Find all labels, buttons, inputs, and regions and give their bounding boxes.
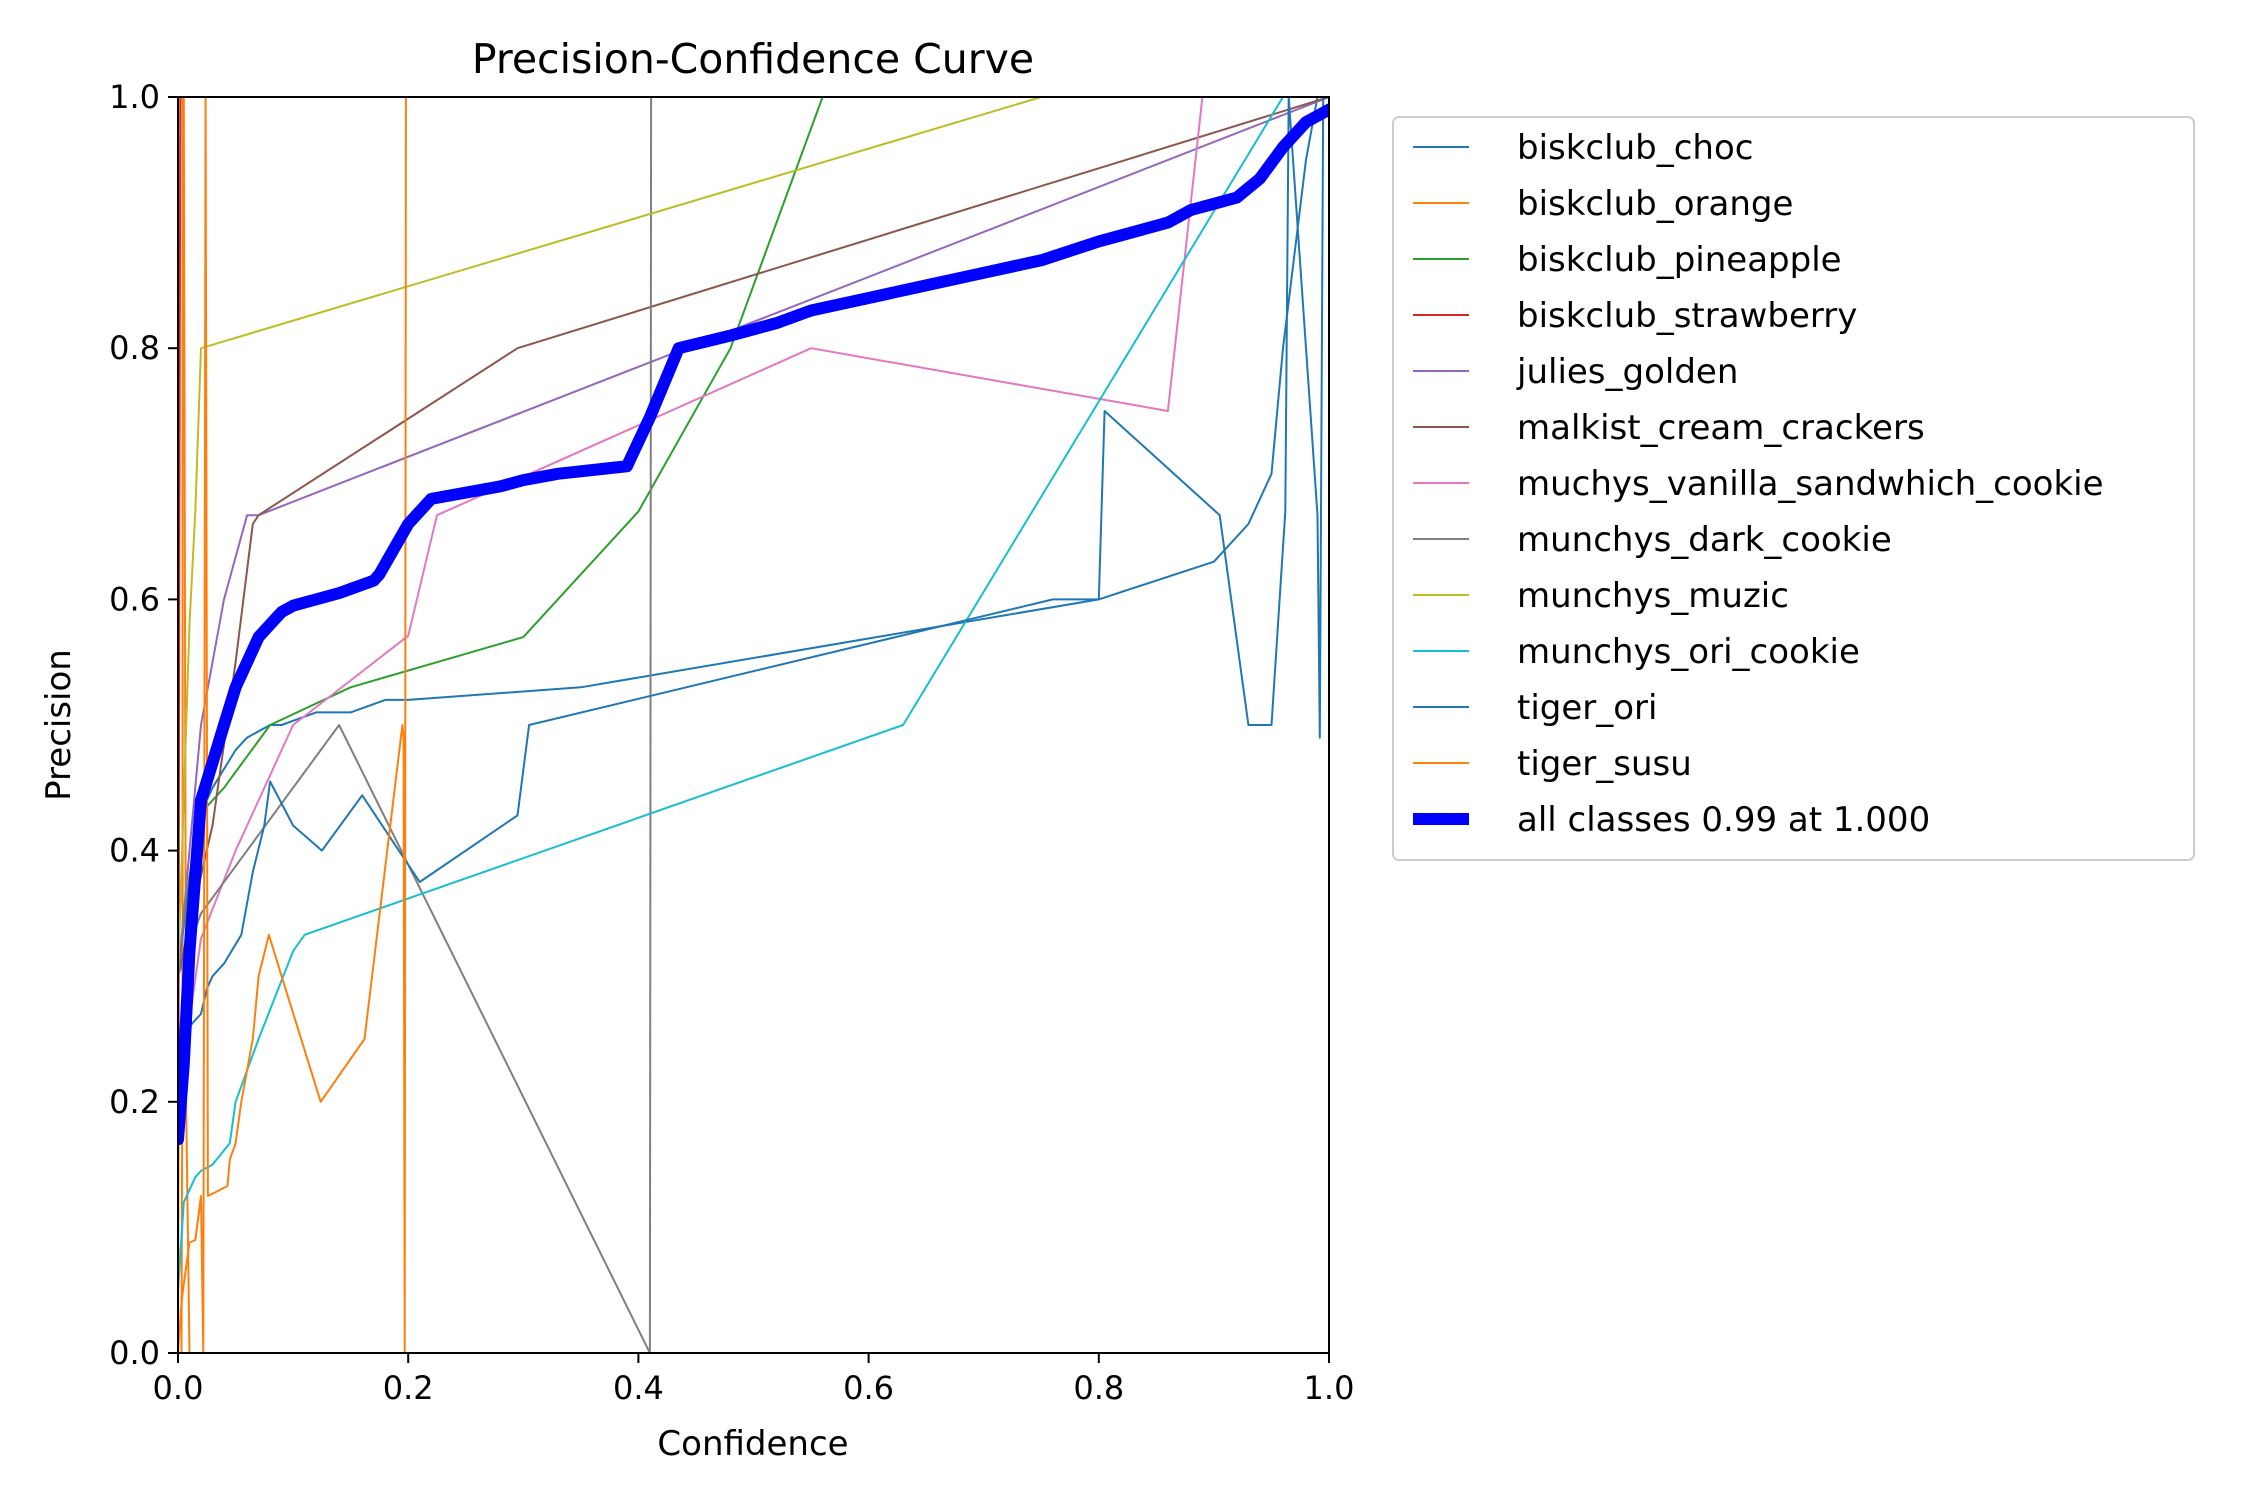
series-line-muchys-vanilla-sandwhich-cookie bbox=[178, 97, 1215, 1103]
legend-label: tiger_ori bbox=[1517, 688, 1657, 728]
legend-label: munchys_dark_cookie bbox=[1517, 520, 1892, 560]
legend-label: malkist_cream_crackers bbox=[1517, 408, 1925, 448]
x-axis-ticks: 0.0 0.2 0.4 0.6 0.8 1.0 bbox=[153, 1353, 1355, 1407]
series-line-malkist-cream-crackers bbox=[178, 97, 1329, 978]
legend-label: muchys_vanilla_sandwhich_cookie bbox=[1517, 464, 2104, 504]
y-tick-label: 0.8 bbox=[109, 329, 160, 367]
series-line-julies-golden bbox=[178, 97, 1329, 978]
y-tick-label: 1.0 bbox=[109, 78, 160, 116]
x-tick-label: 1.0 bbox=[1304, 1369, 1355, 1407]
x-tick-label: 0.8 bbox=[1073, 1369, 1124, 1407]
x-tick-label: 0.2 bbox=[383, 1369, 434, 1407]
series-line-munchys-muzic bbox=[178, 97, 1043, 978]
y-axis-label: Precision bbox=[39, 649, 79, 801]
plot-lines bbox=[178, 97, 1329, 1353]
y-tick-label: 0.4 bbox=[109, 832, 160, 870]
legend-label: biskclub_choc bbox=[1517, 128, 1753, 168]
legend-label: julies_golden bbox=[1516, 352, 1738, 392]
legend-label: biskclub_orange bbox=[1517, 184, 1793, 224]
legend-box bbox=[1392, 116, 2195, 861]
series-line-all-classes-0-99-at-1-000 bbox=[178, 103, 1329, 1146]
legend-label: tiger_susu bbox=[1517, 744, 1692, 784]
legend-label: munchys_muzic bbox=[1517, 576, 1789, 616]
series-line-tiger-susu bbox=[178, 97, 407, 1353]
y-tick-label: 0.2 bbox=[109, 1083, 160, 1121]
legend-label: biskclub_strawberry bbox=[1517, 296, 1857, 336]
x-axis-label: Confidence bbox=[657, 1424, 848, 1464]
series-line-munchys-ori-cookie bbox=[178, 97, 1296, 1292]
legend: biskclub_choc biskclub_orange biskclub_pin… bbox=[1392, 116, 2195, 861]
legend-label: munchys_ori_cookie bbox=[1517, 632, 1860, 672]
y-axis-ticks: 0.0 0.2 0.4 0.6 0.8 1.0 bbox=[109, 78, 178, 1372]
legend-label: biskclub_pineapple bbox=[1517, 240, 1842, 280]
plot-frame bbox=[177, 96, 1330, 1354]
x-tick-label: 0.0 bbox=[153, 1369, 204, 1407]
legend-label: all classes 0.99 at 1.000 bbox=[1517, 800, 1930, 840]
x-tick-label: 0.4 bbox=[613, 1369, 664, 1407]
chart-title: Precision-Confidence Curve bbox=[472, 35, 1034, 83]
y-tick-label: 0.0 bbox=[109, 1334, 160, 1372]
x-tick-label: 0.6 bbox=[843, 1369, 894, 1407]
y-tick-label: 0.6 bbox=[109, 580, 160, 618]
series-line-tiger-ori bbox=[178, 97, 1325, 1040]
